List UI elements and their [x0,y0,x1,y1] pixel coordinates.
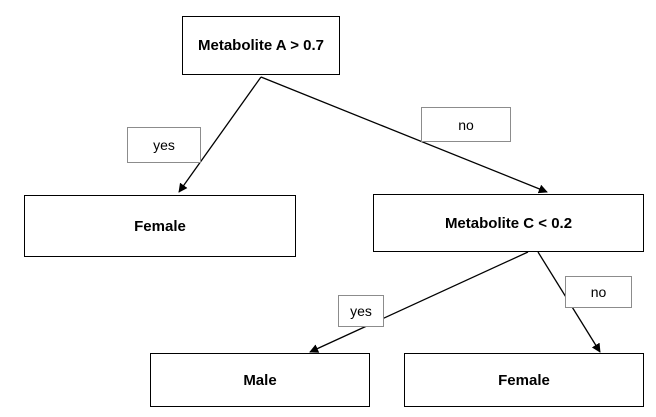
left-leaf-node: Female [24,195,296,257]
bottom-right-leaf-node: Female [404,353,644,407]
edge-label-no-metabolite-c: no [565,276,632,308]
edge-label-yes-metabolite-c: yes [338,295,384,327]
edge-label-yes-root: yes [127,127,201,163]
edge-label-no-root: no [421,107,511,142]
bottom-left-leaf-node: Male [150,353,370,407]
root-node: Metabolite A > 0.7 [182,16,340,75]
right-node: Metabolite C < 0.2 [373,194,644,252]
